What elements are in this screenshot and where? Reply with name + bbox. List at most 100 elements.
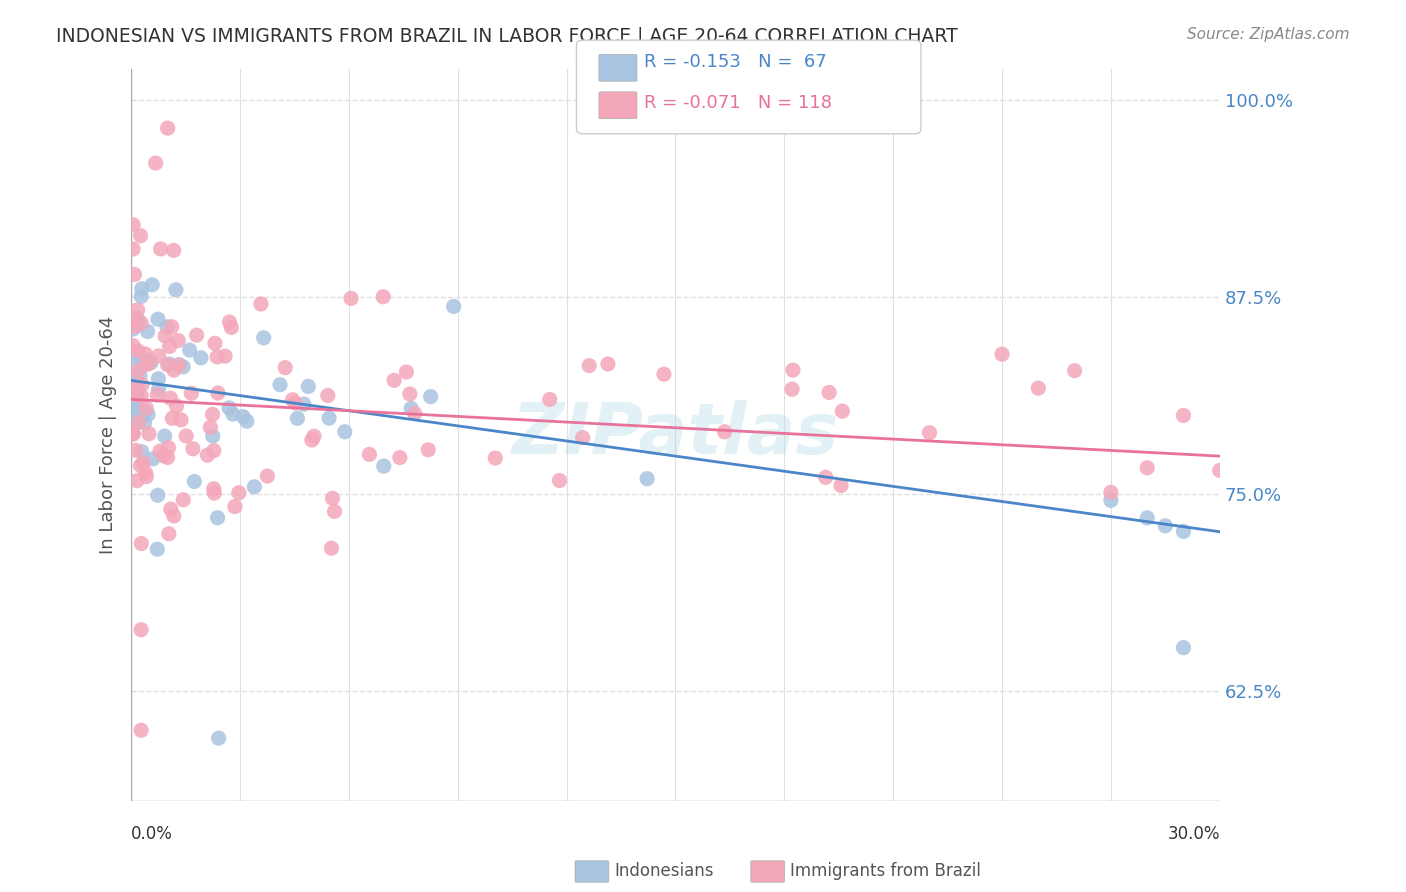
Immigrants from Brazil: [652, 367, 675, 381]
Indonesians: [207, 510, 229, 524]
Indonesians: [125, 399, 148, 413]
Immigrants from Brazil: [148, 349, 170, 363]
Indonesians: [399, 401, 422, 416]
Immigrants from Brazil: [124, 312, 146, 326]
Indonesians: [131, 444, 153, 458]
Immigrants from Brazil: [136, 357, 159, 371]
Immigrants from Brazil: [163, 363, 186, 377]
Text: R = -0.153   N =  67: R = -0.153 N = 67: [644, 54, 827, 71]
Text: 0.0%: 0.0%: [131, 825, 173, 843]
Immigrants from Brazil: [205, 350, 228, 364]
Immigrants from Brazil: [156, 358, 179, 372]
Indonesians: [318, 411, 340, 425]
Immigrants from Brazil: [122, 426, 145, 441]
Indonesians: [148, 382, 170, 396]
Immigrants from Brazil: [138, 426, 160, 441]
Text: 30.0%: 30.0%: [1167, 825, 1220, 843]
Indonesians: [129, 368, 152, 383]
Indonesians: [373, 459, 395, 474]
Indonesians: [127, 376, 149, 391]
Indonesians: [146, 488, 169, 502]
Immigrants from Brazil: [129, 228, 152, 243]
Immigrants from Brazil: [132, 456, 155, 470]
Immigrants from Brazil: [129, 536, 152, 550]
Immigrants from Brazil: [131, 316, 153, 330]
Indonesians: [419, 390, 441, 404]
Immigrants from Brazil: [831, 404, 853, 418]
Immigrants from Brazil: [398, 387, 420, 401]
Immigrants from Brazil: [129, 389, 152, 403]
Indonesians: [1154, 519, 1177, 533]
Immigrants from Brazil: [323, 504, 346, 518]
Immigrants from Brazil: [159, 339, 181, 353]
Immigrants from Brazil: [129, 458, 152, 473]
Immigrants from Brazil: [202, 443, 225, 458]
Y-axis label: In Labor Force | Age 20-64: In Labor Force | Age 20-64: [100, 316, 117, 554]
Immigrants from Brazil: [160, 319, 183, 334]
Immigrants from Brazil: [122, 339, 145, 353]
Immigrants from Brazil: [340, 292, 363, 306]
Immigrants from Brazil: [135, 401, 157, 416]
Immigrants from Brazil: [163, 508, 186, 523]
Immigrants from Brazil: [124, 443, 146, 458]
Immigrants from Brazil: [186, 328, 208, 343]
Indonesians: [165, 283, 187, 297]
Indonesians: [153, 429, 176, 443]
Indonesians: [131, 282, 153, 296]
Immigrants from Brazil: [1209, 463, 1232, 477]
Indonesians: [122, 322, 145, 336]
Indonesians: [125, 404, 148, 418]
Immigrants from Brazil: [156, 450, 179, 465]
Indonesians: [1173, 640, 1195, 655]
Immigrants from Brazil: [1099, 485, 1122, 500]
Indonesians: [253, 331, 276, 345]
Immigrants from Brazil: [404, 406, 426, 420]
Immigrants from Brazil: [321, 541, 343, 556]
Immigrants from Brazil: [170, 413, 193, 427]
Immigrants from Brazil: [124, 379, 146, 393]
Immigrants from Brazil: [159, 502, 181, 516]
Indonesians: [146, 312, 169, 326]
Indonesians: [127, 386, 149, 401]
Immigrants from Brazil: [301, 433, 323, 447]
Indonesians: [167, 358, 190, 372]
Immigrants from Brazil: [782, 363, 804, 377]
Indonesians: [129, 289, 152, 303]
Indonesians: [122, 417, 145, 431]
Indonesians: [122, 426, 145, 441]
Immigrants from Brazil: [814, 470, 837, 484]
Indonesians: [292, 397, 315, 411]
Immigrants from Brazil: [162, 411, 184, 425]
Indonesians: [243, 480, 266, 494]
Indonesians: [1099, 493, 1122, 508]
Immigrants from Brazil: [195, 448, 218, 462]
Indonesians: [122, 407, 145, 421]
Indonesians: [134, 416, 156, 430]
Indonesians: [232, 409, 254, 424]
Indonesians: [287, 411, 309, 425]
Indonesians: [136, 325, 159, 339]
Immigrants from Brazil: [218, 315, 240, 329]
Immigrants from Brazil: [122, 426, 145, 441]
Indonesians: [172, 359, 194, 374]
Immigrants from Brazil: [181, 442, 204, 456]
Immigrants from Brazil: [157, 441, 180, 455]
Immigrants from Brazil: [129, 623, 152, 637]
Immigrants from Brazil: [165, 399, 187, 413]
Immigrants from Brazil: [316, 388, 339, 402]
Immigrants from Brazil: [149, 242, 172, 256]
Immigrants from Brazil: [1136, 460, 1159, 475]
Immigrants from Brazil: [224, 500, 246, 514]
Immigrants from Brazil: [145, 156, 167, 170]
Indonesians: [124, 310, 146, 325]
Immigrants from Brazil: [124, 319, 146, 334]
Immigrants from Brazil: [250, 297, 273, 311]
Indonesians: [269, 377, 291, 392]
Indonesians: [125, 353, 148, 368]
Indonesians: [148, 372, 170, 386]
Indonesians: [124, 316, 146, 330]
Indonesians: [183, 475, 205, 489]
Immigrants from Brazil: [125, 474, 148, 488]
Immigrants from Brazil: [156, 121, 179, 136]
Indonesians: [142, 451, 165, 466]
